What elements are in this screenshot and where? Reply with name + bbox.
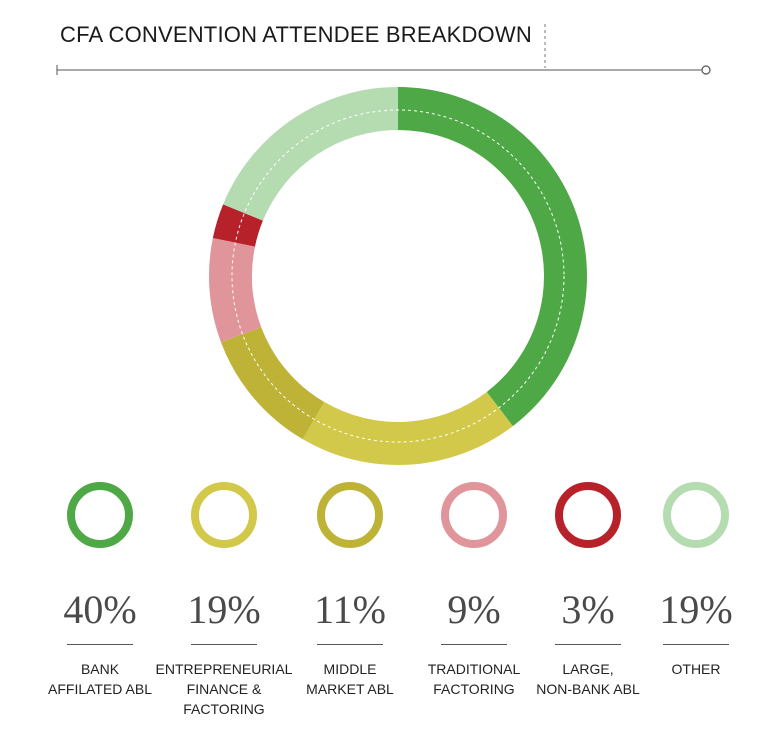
legend-label: TRADITIONAL FACTORING xyxy=(399,659,549,699)
legend-item: 19% OTHER xyxy=(621,480,771,679)
donut-slice-0 xyxy=(398,87,588,427)
legend-label-line: MARKET ABL xyxy=(306,681,394,697)
legend-ring-icon xyxy=(317,482,383,548)
legend-label-line: OTHER xyxy=(671,661,721,677)
donut-slice-2 xyxy=(220,327,325,440)
legend-percent: 40% xyxy=(63,587,137,632)
legend-percent: 3% xyxy=(561,587,615,632)
legend-label-line: FACTORING xyxy=(183,701,265,717)
legend-label: OTHER xyxy=(621,659,771,679)
title-rule xyxy=(56,24,711,75)
legend-label-line: ENTREPRENEURIAL xyxy=(155,661,293,677)
legend-label: BANK AFFILATED ABL xyxy=(25,659,175,699)
legend-label: ENTREPRENEURIAL FINANCE & FACTORING xyxy=(149,659,299,719)
legend-percent: 19% xyxy=(659,587,733,632)
donut-slice-3 xyxy=(209,238,262,343)
legend-label-line: FINANCE & xyxy=(186,681,262,697)
donut-slice-5 xyxy=(223,87,398,221)
legend-item: 40% BANK AFFILATED ABL xyxy=(25,480,175,699)
donut-slice-1 xyxy=(302,391,513,465)
legend-ring-icon xyxy=(67,482,133,548)
legend-label: LARGE, NON-BANK ABL xyxy=(513,659,663,699)
legend-divider xyxy=(663,644,729,645)
legend-divider xyxy=(191,644,257,645)
legend-label-line: MIDDLE xyxy=(323,661,377,677)
legend-percent: 11% xyxy=(314,587,386,632)
legend-divider xyxy=(441,644,507,645)
donut-slice-4 xyxy=(212,204,263,247)
donut-dashed-guide xyxy=(231,109,565,443)
legend-item: 3% LARGE, NON-BANK ABL xyxy=(513,480,663,699)
legend-ring-icon xyxy=(663,482,729,548)
legend-ring-icon xyxy=(191,482,257,548)
legend-percent: 9% xyxy=(447,587,501,632)
legend-ring-icon xyxy=(555,482,621,548)
legend-label-line: TRADITIONAL xyxy=(427,661,521,677)
legend-percent: 19% xyxy=(187,587,261,632)
legend-divider xyxy=(317,644,383,645)
legend-divider xyxy=(555,644,621,645)
chart-title: CFA CONVENTION ATTENDEE BREAKDOWN xyxy=(60,22,532,47)
donut-chart xyxy=(209,87,588,465)
legend-item: 9% TRADITIONAL FACTORING xyxy=(399,480,549,699)
legend-label-line: NON-BANK ABL xyxy=(536,681,640,697)
legend-divider xyxy=(67,644,133,645)
legend-label-line: FACTORING xyxy=(433,681,515,697)
legend-label: MIDDLE MARKET ABL xyxy=(275,659,425,699)
legend-ring-icon xyxy=(441,482,507,548)
legend-label-line: AFFILATED ABL xyxy=(48,681,152,697)
legend-item: 11% MIDDLE MARKET ABL xyxy=(275,480,425,699)
legend-label-line: LARGE, xyxy=(562,661,614,677)
legend-item: 19% ENTREPRENEURIAL FINANCE & FACTORING xyxy=(149,480,299,719)
legend-label-line: BANK xyxy=(80,661,120,677)
